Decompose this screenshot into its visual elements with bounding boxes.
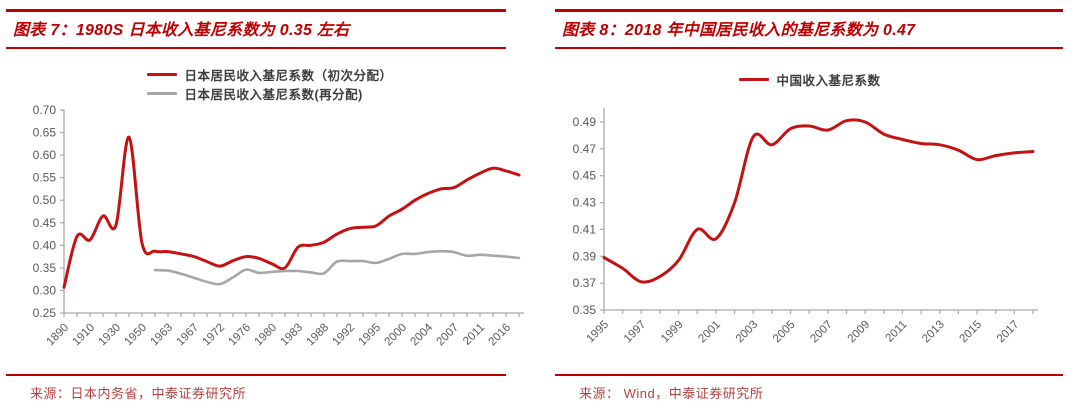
y-tick-label: 0.25 [33,306,57,320]
x-tick-label: 1950 [123,322,150,349]
x-tick-label: 2003 [734,319,761,346]
x-tick-label: 1963 [149,322,176,349]
x-tick-label: 2000 [383,322,410,349]
y-tick-label: 0.60 [33,148,57,162]
x-tick-label: 1983 [279,322,306,349]
chart-legend: 日本居民收入基尼系数（初次分配） 日本居民收入基尼系数(再分配) [0,66,540,102]
source-note: 来源： Wind，中泰证券研究所 [555,374,1063,402]
y-tick-label: 0.30 [33,283,57,297]
y-tick-label: 0.35 [33,261,57,275]
x-tick-label: 2011 [461,322,487,348]
x-tick-label: 1995 [357,322,384,349]
series-line-0 [62,135,521,289]
y-tick-label: 0.37 [573,276,597,290]
legend-line-swatch [147,72,178,76]
x-tick-label: 1992 [331,322,358,349]
legend-row: 日本居民收入基尼系数（初次分配） [147,66,393,83]
x-tick-label: 2016 [487,322,514,349]
y-tick-label: 0.49 [573,115,597,129]
legend-line-swatch [147,91,178,95]
x-tick-label: 2001 [696,319,723,346]
y-tick-label: 0.50 [33,193,57,207]
china-gini-line-chart: 0.49 0.47 0.45 0.43 0.41 0.39 0.37 0.35 1995 1997… [573,108,1038,346]
x-tick-label: 1910 [71,322,98,349]
y-tick-label: 0.43 [573,196,597,210]
x-tick-label: 1930 [97,322,124,349]
x-tick-label: 1980 [253,322,280,349]
y-tick-label: 0.39 [573,249,597,263]
y-tick-label: 0.47 [573,142,597,156]
source-text: 来源： Wind，中泰证券研究所 [579,386,764,401]
figure-title-bar: 图表 8：2018 年中国居民收入的基尼系数为 0.47 [555,9,1063,49]
x-tick-label: 2011 [884,319,910,345]
x-tick-label: 1999 [659,319,686,346]
x-tick-label: 2007 [435,322,462,349]
y-tick-label: 0.40 [33,238,57,252]
legend-label: 日本居民收入基尼系数（初次分配） [184,68,393,83]
x-tick-label: 2017 [995,319,1022,346]
legend-label: 中国收入基尼系数 [776,73,881,88]
series-line-1 [153,249,521,286]
panel-japan-gini: 图表 7：1980S 日本收入基尼系数为 0.35 左右 日本居民收入基尼系数（… [0,9,540,402]
x-tick-label: 2015 [958,319,985,346]
legend-row: 日本居民收入基尼系数(再分配) [147,85,363,102]
y-tick-label: 0.45 [573,169,597,183]
y-tick-label: 0.65 [33,126,57,140]
figure-title: 图表 7：1980S 日本收入基尼系数为 0.35 左右 [13,22,350,39]
legend-line-swatch [739,77,770,81]
y-tick-label: 0.55 [33,171,57,185]
x-tick-label: 1995 [585,319,612,346]
chart-legend: 中国收入基尼系数 [540,71,1080,88]
x-tick-label: 1976 [227,322,254,349]
x-tick-label: 2004 [409,321,436,348]
japan-gini-line-chart: 0.70 0.65 0.60 0.55 0.50 0.45 0.40 0.35 0.30 0.25… [33,103,524,349]
figure-title-bar: 图表 7：1980S 日本收入基尼系数为 0.35 左右 [6,9,506,49]
y-tick-label: 0.45 [33,216,57,230]
y-tick-label: 0.35 [573,303,597,317]
x-tick-label: 1988 [305,322,332,349]
legend-box: 中国收入基尼系数 [739,71,881,88]
x-tick-label: 1967 [175,322,202,349]
series-line-0 [602,118,1035,284]
x-tick-label: 1997 [622,319,649,346]
x-tick-label: 1890 [45,322,72,349]
legend-row: 中国收入基尼系数 [739,71,881,88]
y-tick-label: 0.41 [573,222,597,236]
x-tick-label: 2007 [808,319,835,346]
source-text: 来源：日本内务省，中泰证券研究所 [30,386,247,401]
x-tick-label: 1972 [201,322,228,349]
source-note: 来源：日本内务省，中泰证券研究所 [6,374,506,402]
figure-title: 图表 8：2018 年中国居民收入的基尼系数为 0.47 [562,22,916,39]
y-tick-label: 0.70 [33,103,57,117]
legend-box: 日本居民收入基尼系数（初次分配） 日本居民收入基尼系数(再分配) [147,66,393,102]
x-tick-label: 2013 [920,319,947,346]
x-tick-label: 2009 [846,319,873,346]
panel-china-gini: 图表 8：2018 年中国居民收入的基尼系数为 0.47 中国收入基尼系数 0.… [540,0,1080,412]
x-tick-label: 2005 [771,319,798,346]
legend-label: 日本居民收入基尼系数(再分配) [184,87,363,102]
